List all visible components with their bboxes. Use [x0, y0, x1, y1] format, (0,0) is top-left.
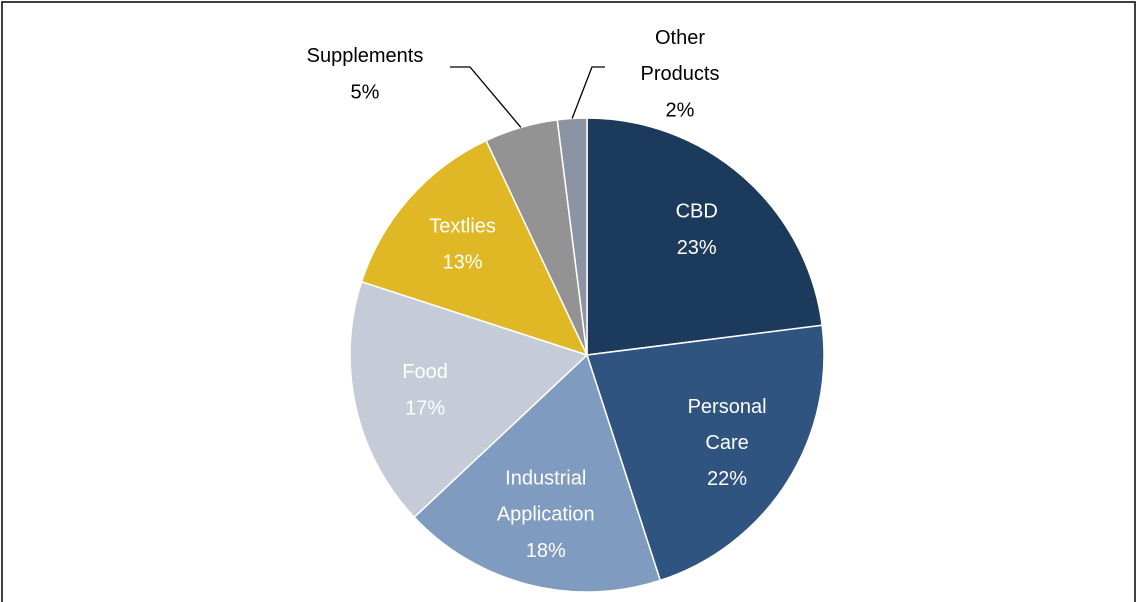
category-label: CBD — [676, 201, 718, 223]
pie-slice — [349, 280, 589, 519]
label-line: Textlies — [429, 216, 496, 238]
pie-slice — [556, 117, 588, 356]
label-line: CBD — [676, 201, 718, 223]
category-label: Other Products — [641, 27, 720, 85]
label-line: Other — [655, 27, 705, 49]
label-line: Industrial — [505, 468, 586, 490]
value-label: 5% — [351, 81, 380, 103]
category-label: Textlies — [429, 216, 496, 238]
value-label: 13% — [443, 252, 483, 274]
value-label: 17% — [405, 397, 445, 419]
label-line: Supplements — [307, 45, 424, 67]
category-label: Food — [402, 361, 448, 383]
value-label: 23% — [677, 237, 717, 259]
pie-slice — [586, 324, 825, 582]
category-label: Industrial Application — [497, 468, 595, 526]
value-label: 18% — [526, 540, 566, 562]
leader-line — [450, 66, 522, 128]
value-label: 2% — [666, 99, 695, 121]
label-line: Food — [402, 361, 448, 383]
label-line: Application — [497, 504, 595, 526]
label-line: Personal — [688, 396, 767, 418]
label-line: Care — [705, 432, 748, 454]
pie-slice — [360, 139, 589, 357]
leader-line — [571, 66, 605, 119]
value-label: 22% — [707, 468, 747, 490]
label-line: Products — [641, 63, 720, 85]
pie-slice — [586, 117, 823, 356]
pie-slice — [413, 353, 662, 593]
category-label: Personal Care — [688, 396, 767, 454]
category-label: Supplements — [307, 45, 424, 67]
